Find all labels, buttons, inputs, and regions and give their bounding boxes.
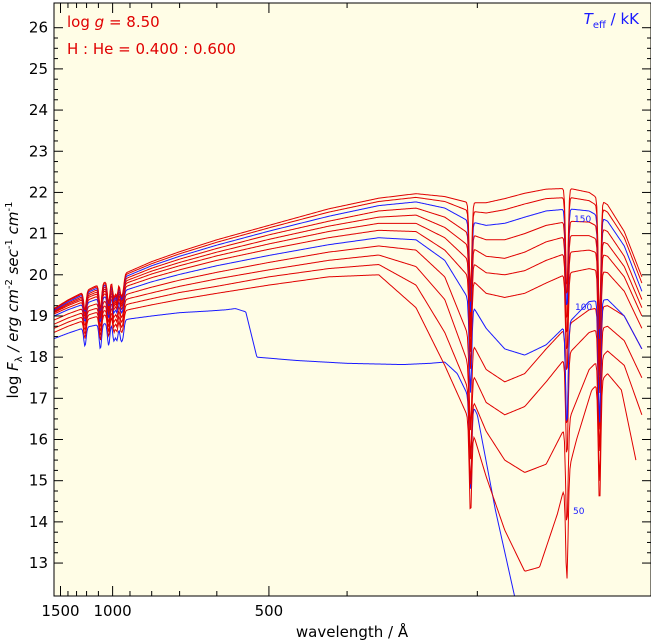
teff-symbol: T — [584, 10, 595, 28]
x-tick-label-1500: 1500 — [41, 602, 79, 620]
y-tick-label-26: 26 — [29, 19, 48, 37]
x-tick-label-500: 500 — [255, 602, 284, 620]
x-tick-label-1000: 1000 — [94, 602, 132, 620]
series-line-50 — [53, 308, 516, 597]
logg-value: = 8.50 — [104, 13, 160, 31]
curve-label-150: 150 — [574, 215, 591, 225]
x-axis: 1500 1000 500 — [41, 3, 478, 620]
curve-label-100: 100 — [575, 303, 592, 313]
y-title-exp-1: -2 — [4, 279, 15, 289]
plot-background — [54, 3, 651, 596]
y-tick-label-13: 13 — [29, 554, 48, 572]
series-line-170 — [53, 188, 643, 322]
series-line-60 — [53, 274, 637, 579]
y-tick-label-21: 21 — [29, 225, 48, 243]
series-line-100 — [53, 237, 643, 423]
series-line-160 — [53, 196, 643, 330]
x-axis-title: wavelength / Å — [296, 622, 409, 641]
y-tick-label-25: 25 — [29, 60, 48, 78]
y-tick-label-14: 14 — [29, 513, 48, 531]
y-title-exp-3: -1 — [4, 202, 15, 212]
series-line-140 — [53, 207, 643, 350]
y-tick-label-20: 20 — [29, 266, 48, 284]
y-title-unit-1: / erg cm — [4, 289, 22, 356]
curve-labels: 150 100 50 — [573, 215, 592, 517]
y-tick-label-23: 23 — [29, 142, 48, 160]
y-tick-label-22: 22 — [29, 183, 48, 201]
series-line-110 — [53, 229, 643, 394]
series-line-80 — [53, 254, 643, 460]
y-axis: 13 14 15 16 17 18 19 20 21 22 23 24 25 26 — [29, 19, 651, 572]
y-axis-title: log Fλ / erg cm-2 sec-1 cm-1 — [4, 202, 25, 399]
composition-annotation: H : He = 0.400 : 0.600 — [67, 40, 236, 58]
plot-frame — [53, 2, 651, 597]
series-line-70 — [53, 264, 643, 521]
teff-unit: / kK — [606, 10, 640, 28]
series-layer — [53, 188, 643, 597]
y-title-unit-3: cm — [4, 211, 22, 239]
y-tick-label-15: 15 — [29, 472, 48, 490]
series-line-90 — [53, 245, 643, 431]
logg-symbol: g — [95, 13, 105, 31]
y-title-unit-2: sec — [4, 248, 22, 279]
y-tick-label-18: 18 — [29, 348, 48, 366]
curve-label-50: 50 — [573, 507, 585, 517]
logg-prefix: log — [67, 13, 95, 31]
series-line-120 — [53, 222, 643, 376]
y-title-lambda: λ — [14, 356, 25, 362]
y-tick-label-16: 16 — [29, 431, 48, 449]
y-tick-label-19: 19 — [29, 307, 48, 325]
y-title-exp-2: -1 — [4, 239, 15, 249]
series-line-130 — [53, 214, 643, 363]
y-title-F: F — [4, 362, 22, 371]
series-line-150 — [53, 201, 643, 339]
teff-annotation: Teff / kK — [584, 10, 640, 31]
teff-subscript: eff — [593, 20, 607, 31]
logg-annotation: log g = 8.50 — [67, 13, 160, 31]
y-tick-label-24: 24 — [29, 101, 48, 119]
y-tick-label-17: 17 — [29, 389, 48, 407]
y-title-log: log — [4, 371, 22, 399]
